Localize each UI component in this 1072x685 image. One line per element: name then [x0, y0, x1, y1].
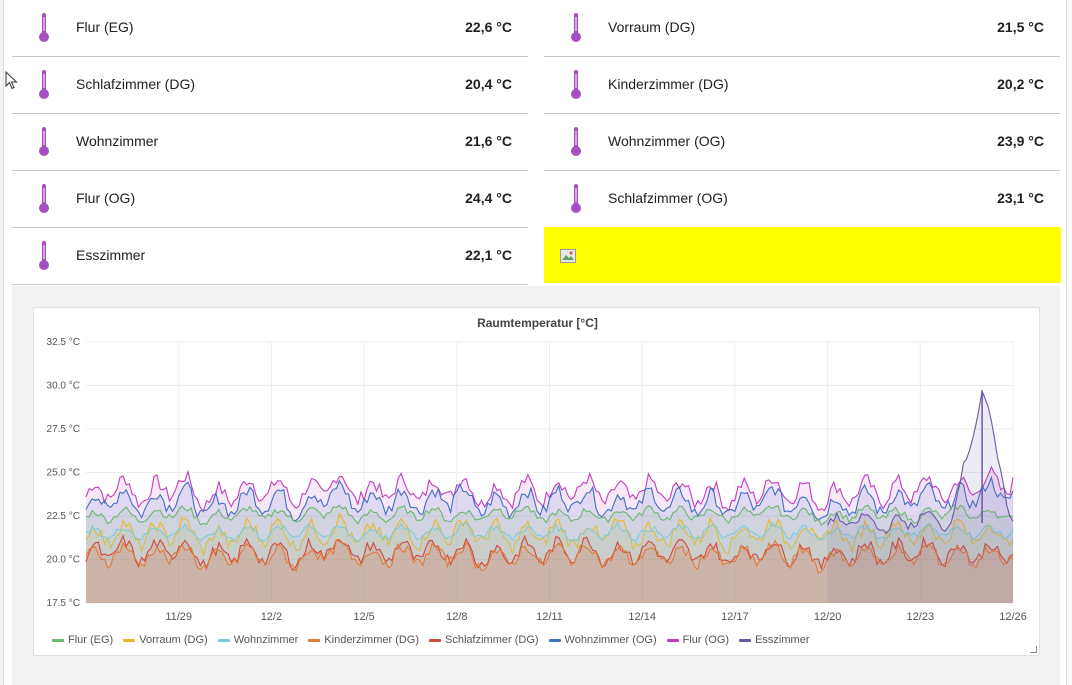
y-tick-label: 30.0 °C — [47, 381, 80, 392]
series-area-schlafzimmer-dg — [86, 535, 1013, 603]
temperature-chart[interactable]: 32.5 °C 30.0 °C 27.5 °C 25.0 °C 22.5 °C 20.0 … — [33, 307, 1040, 656]
sensor-name: Flur (OG) — [76, 190, 136, 206]
sensor-name: Kinderzimmer (DG) — [608, 76, 729, 92]
thermometer-icon — [571, 127, 581, 156]
legend-label: Wohnzimmer (OG) — [564, 634, 657, 646]
legend-swatch — [308, 638, 321, 642]
legend-item[interactable]: Vorraum (DG) — [123, 634, 208, 646]
legend-swatch — [548, 638, 561, 642]
thermometer-icon — [39, 13, 49, 42]
sensor-value: 23,9 °C — [997, 133, 1044, 149]
legend-label: Schlafzimmer (DG) — [445, 634, 539, 646]
sensor-row-wohnzimmer[interactable]: Wohnzimmer 21,6 °C — [12, 114, 528, 171]
sensor-name: Esszimmer — [76, 247, 146, 263]
sensor-value: 24,4 °C — [465, 190, 512, 206]
x-tick-label: 12/14 — [628, 611, 656, 623]
chart-title: Raumtemperatur [°C] — [477, 316, 598, 330]
legend-swatch — [666, 638, 679, 642]
series-area-vorraum-dg — [86, 513, 1013, 603]
legend-swatch — [217, 638, 230, 642]
sensor-name: Flur (EG) — [76, 19, 134, 35]
legend-item[interactable]: Schlafzimmer (DG) — [429, 634, 539, 646]
series-line-flur-og — [85, 465, 1014, 513]
x-tick-label: 12/2 — [261, 611, 282, 623]
thermometer-icon — [571, 13, 581, 42]
series-area-kinderzimmer-dg — [86, 539, 1013, 603]
legend-label: Flur (OG) — [682, 634, 730, 646]
sensor-row-vorraum-dg[interactable]: Vorraum (DG) 21,5 °C — [544, 0, 1060, 57]
legend-label: Flur (EG) — [68, 634, 114, 646]
thermometer-icon — [571, 70, 581, 99]
resize-handle[interactable] — [1030, 646, 1037, 653]
legend-item[interactable]: Flur (EG) — [52, 634, 113, 646]
x-tick-label: 12/5 — [353, 611, 374, 623]
legend-item[interactable]: Kinderzimmer (DG) — [308, 634, 419, 646]
thermometer-icon — [39, 70, 49, 99]
thermometer-icon — [39, 241, 49, 270]
sensor-value: 21,6 °C — [465, 133, 512, 149]
sensor-name: Wohnzimmer — [76, 133, 159, 149]
y-tick-label: 17.5 °C — [47, 598, 80, 609]
series-area-wohnzimmer — [86, 522, 1013, 603]
sensor-name: Schlafzimmer (DG) — [76, 76, 196, 92]
series-area-esszimmer — [827, 391, 1013, 603]
y-tick-label: 25.0 °C — [47, 468, 80, 479]
broken-image-icon — [560, 249, 576, 263]
series-line-kinderzimmer-dg — [85, 538, 1014, 574]
sensor-name: Wohnzimmer (OG) — [608, 133, 726, 149]
sensor-row-flur-og[interactable]: Flur (OG) 24,4 °C — [12, 171, 528, 228]
legend-label: Wohnzimmer — [233, 634, 299, 646]
chart-legend: Flur (EG) Vorraum (DG) Wohnzimmer Kinderzim… — [52, 632, 819, 648]
x-tick-label: 12/23 — [907, 611, 935, 623]
sensor-value: 22,1 °C — [465, 247, 512, 263]
sensor-value: 22,6 °C — [465, 19, 512, 35]
x-tick-label: 12/26 — [999, 611, 1027, 623]
y-tick-label: 20.0 °C — [47, 555, 80, 566]
window-frame-left — [0, 0, 4, 685]
series-line-wohnzimmer-og — [85, 475, 1014, 521]
thermometer-icon — [39, 184, 49, 213]
sensor-row-schlafzimmer-dg[interactable]: Schlafzimmer (DG) 20,4 °C — [12, 57, 528, 114]
series-area-wohnzimmer-og — [86, 477, 1013, 603]
sensor-value: 21,5 °C — [997, 19, 1044, 35]
sensor-name: Schlafzimmer (OG) — [608, 190, 728, 206]
sensor-row-kinderzimmer-dg[interactable]: Kinderzimmer (DG) 20,2 °C — [544, 57, 1060, 114]
legend-swatch — [739, 638, 752, 642]
sensor-name: Vorraum (DG) — [608, 19, 696, 35]
thermometer-icon — [571, 184, 581, 213]
series-line-flur-eg — [85, 504, 1014, 526]
series-line-schlafzimmer-dg — [85, 533, 1014, 572]
legend-item[interactable]: Esszimmer — [739, 634, 809, 646]
sensor-row-schlafzimmer-og[interactable]: Schlafzimmer (OG) 23,1 °C — [544, 171, 1060, 228]
x-tick-label: 11/29 — [165, 611, 192, 623]
window-frame-right — [1066, 0, 1072, 685]
y-tick-label: 32.5 °C — [47, 337, 80, 348]
legend-swatch — [429, 638, 442, 642]
x-tick-label: 12/11 — [536, 611, 563, 623]
x-tick-label: 12/17 — [721, 611, 749, 623]
sensor-value: 20,4 °C — [465, 76, 512, 92]
legend-item[interactable]: Wohnzimmer (OG) — [548, 634, 657, 646]
y-tick-label: 27.5 °C — [47, 424, 80, 435]
x-tick-label: 12/8 — [446, 611, 467, 623]
legend-swatch — [123, 638, 136, 642]
legend-item[interactable]: Wohnzimmer — [217, 634, 299, 646]
sensor-row-esszimmer[interactable]: Esszimmer 22,1 °C — [12, 228, 528, 285]
series-line-wohnzimmer — [85, 521, 1014, 543]
legend-swatch — [52, 638, 64, 642]
sensor-value: 20,2 °C — [997, 76, 1044, 92]
thermometer-icon — [39, 127, 49, 156]
legend-label: Vorraum (DG) — [139, 634, 208, 646]
legend-label: Esszimmer — [755, 634, 810, 646]
legend-label: Kinderzimmer (DG) — [324, 634, 420, 646]
y-tick-label: 22.5 °C — [47, 511, 80, 522]
sensor-row-wohnzimmer-og[interactable]: Wohnzimmer (OG) 23,9 °C — [544, 114, 1060, 171]
legend-item[interactable]: Flur (OG) — [666, 634, 730, 646]
x-tick-label: 12/20 — [814, 611, 842, 623]
mouse-cursor-icon — [5, 71, 18, 90]
highlight-tile[interactable] — [544, 227, 1061, 283]
sensor-value: 23,1 °C — [997, 190, 1044, 206]
sensor-row-flur-eg[interactable]: Flur (EG) 22,6 °C — [12, 0, 528, 57]
